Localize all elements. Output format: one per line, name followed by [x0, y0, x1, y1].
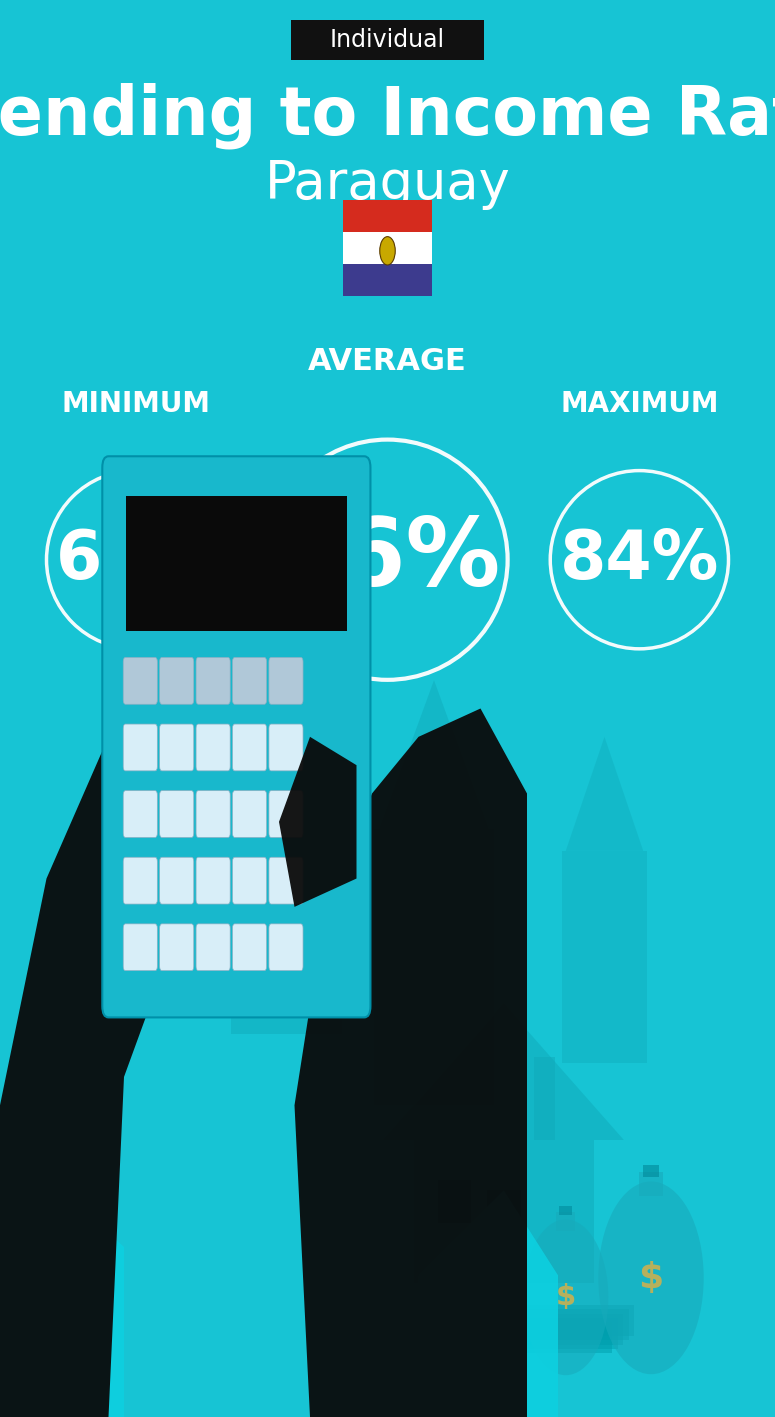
- FancyBboxPatch shape: [269, 657, 303, 704]
- Polygon shape: [231, 805, 343, 1034]
- Polygon shape: [566, 737, 643, 850]
- Text: $: $: [639, 1261, 663, 1295]
- Polygon shape: [279, 737, 356, 907]
- FancyBboxPatch shape: [291, 20, 484, 60]
- Polygon shape: [294, 708, 527, 1417]
- Text: AVERAGE: AVERAGE: [308, 347, 467, 376]
- FancyBboxPatch shape: [196, 724, 230, 771]
- Text: Paraguay: Paraguay: [264, 159, 511, 210]
- Polygon shape: [384, 1003, 624, 1139]
- Polygon shape: [374, 829, 494, 1105]
- Polygon shape: [0, 1190, 124, 1417]
- FancyBboxPatch shape: [160, 857, 194, 904]
- Text: MAXIMUM: MAXIMUM: [560, 390, 718, 418]
- FancyBboxPatch shape: [269, 791, 303, 837]
- FancyBboxPatch shape: [160, 724, 194, 771]
- FancyBboxPatch shape: [232, 924, 267, 971]
- FancyBboxPatch shape: [232, 657, 267, 704]
- Bar: [556, 1212, 575, 1231]
- Circle shape: [380, 237, 395, 265]
- Polygon shape: [562, 850, 647, 1063]
- Text: Spending to Income Ratio: Spending to Income Ratio: [0, 84, 775, 149]
- Bar: [520, 1309, 629, 1340]
- FancyBboxPatch shape: [160, 791, 194, 837]
- Bar: [560, 1206, 572, 1216]
- FancyBboxPatch shape: [196, 657, 230, 704]
- Bar: [515, 1314, 623, 1345]
- Text: $: $: [556, 1284, 576, 1311]
- Bar: [414, 1139, 594, 1282]
- FancyBboxPatch shape: [269, 724, 303, 771]
- FancyBboxPatch shape: [160, 657, 194, 704]
- Bar: [639, 1172, 663, 1196]
- Bar: [438, 1179, 471, 1223]
- Text: MINIMUM: MINIMUM: [61, 390, 210, 418]
- FancyBboxPatch shape: [123, 924, 157, 971]
- FancyBboxPatch shape: [160, 924, 194, 971]
- Text: 68%: 68%: [56, 527, 215, 592]
- FancyBboxPatch shape: [196, 791, 230, 837]
- Text: 76%: 76%: [274, 514, 501, 605]
- FancyBboxPatch shape: [123, 857, 157, 904]
- Bar: [343, 200, 432, 232]
- FancyBboxPatch shape: [196, 924, 230, 971]
- FancyBboxPatch shape: [232, 857, 267, 904]
- FancyBboxPatch shape: [196, 857, 230, 904]
- Bar: [534, 1057, 556, 1139]
- Polygon shape: [380, 680, 488, 829]
- FancyBboxPatch shape: [123, 657, 157, 704]
- FancyBboxPatch shape: [123, 791, 157, 837]
- Polygon shape: [236, 680, 337, 805]
- Polygon shape: [403, 1190, 558, 1417]
- Bar: [126, 496, 347, 631]
- Bar: [487, 1190, 521, 1282]
- Circle shape: [523, 1219, 608, 1374]
- FancyBboxPatch shape: [232, 724, 267, 771]
- Bar: [343, 232, 432, 264]
- Circle shape: [598, 1182, 704, 1374]
- Text: Individual: Individual: [330, 28, 445, 51]
- FancyBboxPatch shape: [123, 724, 157, 771]
- Bar: [509, 1318, 618, 1349]
- Bar: [343, 264, 432, 296]
- FancyBboxPatch shape: [232, 791, 267, 837]
- Polygon shape: [0, 680, 232, 1417]
- FancyBboxPatch shape: [102, 456, 370, 1017]
- FancyBboxPatch shape: [269, 857, 303, 904]
- Bar: [525, 1305, 634, 1336]
- FancyBboxPatch shape: [269, 924, 303, 971]
- Bar: [504, 1322, 612, 1353]
- Text: 84%: 84%: [560, 527, 719, 592]
- Bar: [643, 1165, 659, 1176]
